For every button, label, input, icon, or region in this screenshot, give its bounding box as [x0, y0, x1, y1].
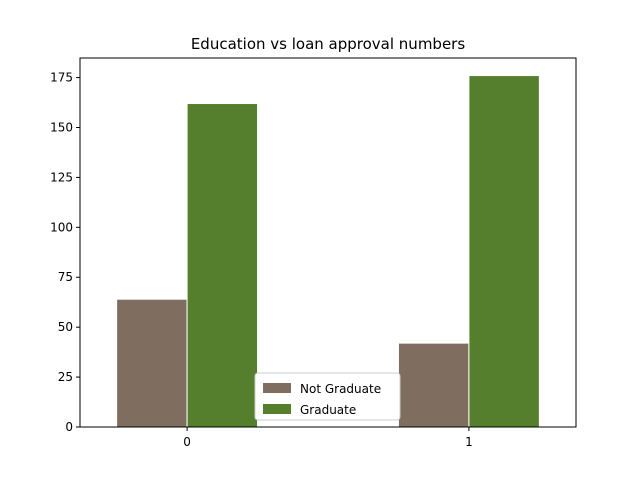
chart-title: Education vs loan approval numbers: [191, 35, 466, 53]
bars-group: [116, 75, 540, 428]
y-tick-label: 175: [50, 71, 73, 85]
y-tick-label: 25: [58, 370, 73, 384]
x-tick-label: 0: [183, 435, 191, 449]
y-tick-label: 75: [58, 270, 73, 284]
legend-label: Graduate: [300, 403, 356, 417]
bar-graduate-0: [186, 103, 259, 428]
bar-not-graduate-0: [116, 298, 188, 428]
y-tick-label: 50: [58, 320, 73, 334]
bar-graduate-1: [468, 75, 540, 428]
legend-swatch: [263, 383, 291, 393]
y-axis: 0 25 50 75 100 125 150 175: [50, 71, 80, 434]
legend-swatch: [263, 404, 291, 414]
legend-label: Not Graduate: [300, 382, 381, 396]
x-tick-label: 1: [465, 435, 473, 449]
y-tick-label: 125: [50, 170, 73, 184]
y-tick-label: 100: [50, 220, 73, 234]
legend-frame: [254, 372, 401, 421]
y-tick-label: 150: [50, 120, 73, 134]
plot-frame: [79, 57, 577, 428]
bar-not-graduate-1: [397, 342, 470, 428]
legend: Not Graduate Graduate: [254, 372, 401, 421]
y-tick-label: 0: [65, 420, 73, 434]
